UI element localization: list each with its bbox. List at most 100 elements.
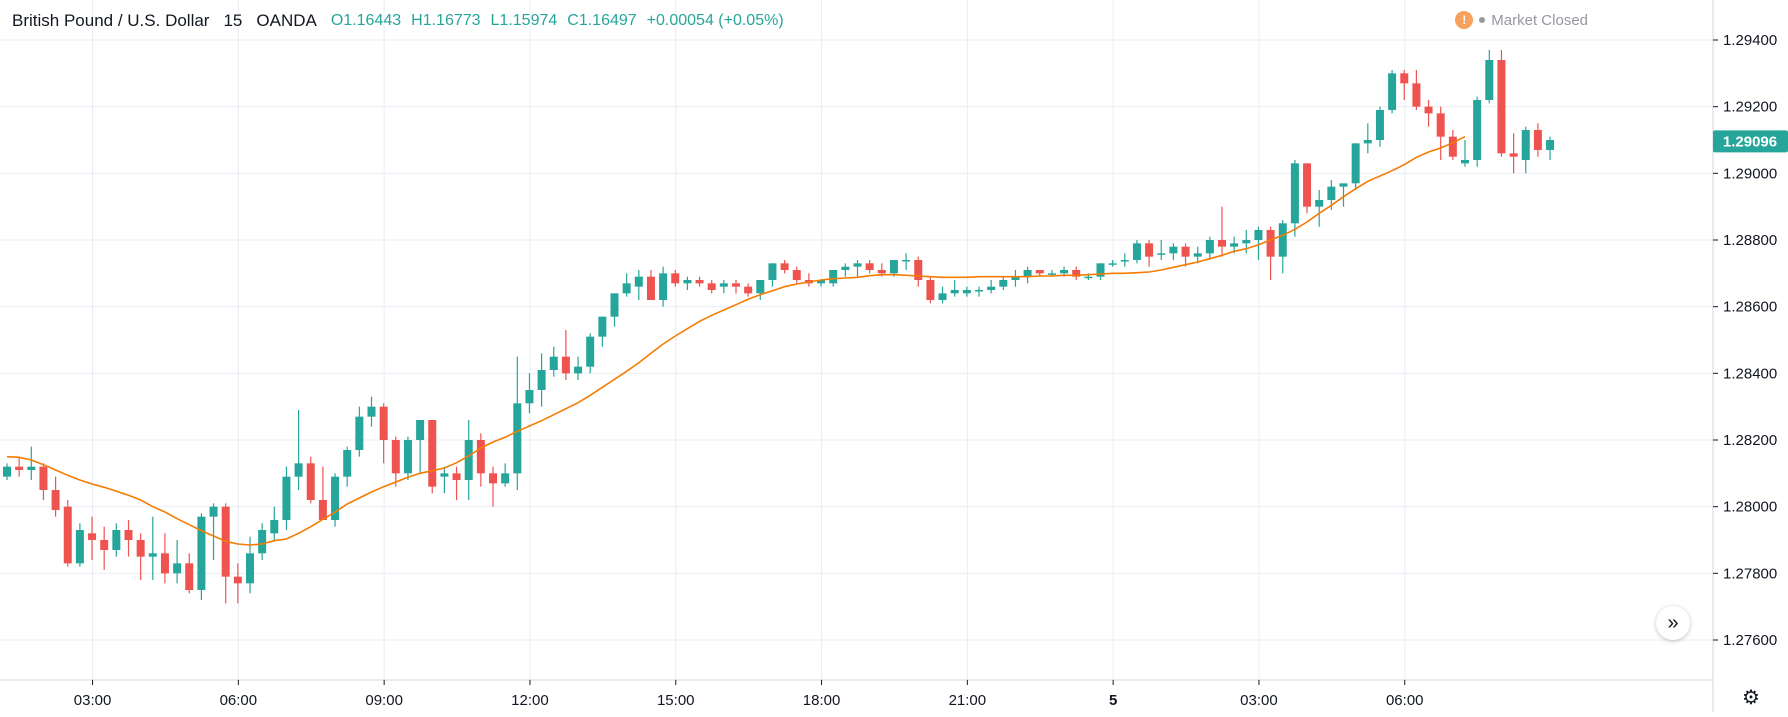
price-tick-label: 1.27600 [1723, 632, 1777, 649]
double-chevron-right-icon: » [1667, 611, 1679, 634]
candle-up [659, 273, 668, 300]
candle-up [586, 336, 595, 367]
candle-down [1497, 60, 1506, 154]
moving-average-line [6, 135, 1466, 546]
price-tick-label: 1.28200 [1723, 432, 1777, 449]
candle-down [1533, 130, 1542, 150]
candle-up [464, 440, 473, 480]
candle-down [561, 356, 570, 374]
candle-up [343, 450, 352, 477]
candle-down [1072, 270, 1081, 277]
candle-down [1436, 113, 1445, 137]
candle-up [1193, 253, 1202, 257]
candle-up [1011, 276, 1020, 280]
candle-down [1266, 230, 1275, 257]
candle-down [1412, 83, 1421, 107]
symbol-name[interactable]: British Pound / U.S. Dollar [12, 11, 210, 30]
candle-up [853, 263, 862, 267]
time-axis[interactable]: 03:00 06:00 09:00 12:00 15:00 18:00 21:00 5 03:0… [74, 680, 1424, 709]
candle-down [732, 283, 740, 287]
candle-up [1132, 243, 1141, 260]
scroll-to-realtime-button[interactable]: » [1656, 606, 1690, 640]
price-tick-label: 1.28800 [1723, 232, 1777, 249]
high-value: H1.16773 [411, 12, 481, 29]
candle-up [1473, 100, 1482, 160]
candle-down [124, 530, 133, 540]
candle-down [1035, 270, 1044, 274]
candle-down [100, 540, 109, 550]
chart-settings-button[interactable]: ⚙ [1738, 684, 1764, 710]
candle-up [75, 530, 84, 564]
candle-down [318, 500, 327, 520]
interval-label[interactable]: 15 [223, 11, 243, 30]
last-price-tag-bg [1713, 130, 1788, 153]
candle-up [683, 280, 692, 284]
candle-up [1339, 183, 1348, 187]
candle-up [950, 290, 959, 294]
symbol-legend: British Pound / U.S. Dollar 15 OANDA O1.… [12, 10, 794, 32]
candle-up [1060, 270, 1069, 274]
candle-up [1230, 243, 1239, 247]
candle-up [598, 316, 607, 337]
candle-up [331, 476, 340, 520]
candle-up [889, 260, 898, 274]
candle-up [27, 466, 36, 470]
candle-down [185, 563, 194, 590]
candle-up [1521, 130, 1530, 160]
candle-down [15, 466, 24, 470]
candle-down [379, 406, 388, 440]
time-tick-label: 12:00 [511, 692, 549, 709]
candle-up [270, 520, 279, 534]
candle-up [1047, 273, 1056, 275]
candle-up [513, 403, 522, 474]
candle-up [975, 290, 983, 292]
candle-down [671, 273, 680, 284]
price-tick-label: 1.28000 [1723, 499, 1777, 516]
candle-down [476, 440, 485, 474]
candle-down [792, 270, 801, 280]
candles-layer [3, 50, 1555, 604]
candle-up [355, 416, 364, 450]
candle-down [233, 576, 242, 584]
candle-up [999, 280, 1008, 287]
candle-down [780, 263, 789, 270]
candle-up [501, 473, 510, 484]
candle-down [1218, 240, 1226, 247]
candle-up [403, 440, 412, 474]
candle-down [160, 553, 169, 574]
candle-up [246, 553, 254, 584]
candle-up [756, 280, 765, 294]
close-value: C1.16497 [567, 12, 637, 29]
price-tick-label: 1.29400 [1723, 32, 1777, 49]
candle-down [136, 540, 145, 557]
candle-up [938, 293, 947, 300]
change-value: +0.00054 (+0.05%) [646, 12, 784, 29]
last-price-label: 1.29096 [1723, 133, 1777, 150]
candle-up [1242, 240, 1251, 244]
time-tick-label: 03:00 [1240, 692, 1278, 709]
time-tick-label: 18:00 [803, 692, 841, 709]
price-tick-label: 1.29200 [1723, 99, 1777, 116]
candle-up [416, 420, 425, 440]
candle-down [1509, 153, 1518, 157]
candle-down [428, 420, 437, 487]
candle-up [112, 530, 121, 550]
candle-up [440, 473, 449, 477]
candle-down [646, 276, 655, 300]
candle-up [209, 506, 218, 517]
candle-down [914, 260, 923, 280]
candle-down [1448, 136, 1457, 157]
candle-down [88, 533, 97, 540]
candle-up [1290, 163, 1299, 224]
candle-up [1351, 143, 1360, 184]
candle-up [3, 466, 11, 477]
candle-down [306, 463, 315, 500]
low-value: L1.15974 [490, 12, 558, 29]
warning-icon[interactable]: ! [1455, 11, 1474, 29]
source-label: OANDA [256, 11, 317, 30]
candle-up [1023, 270, 1032, 277]
candle-up [1108, 263, 1117, 265]
price-axis[interactable]: 1.29400 1.29200 1.29000 1.28800 1.28600 1.284… [1713, 32, 1777, 649]
